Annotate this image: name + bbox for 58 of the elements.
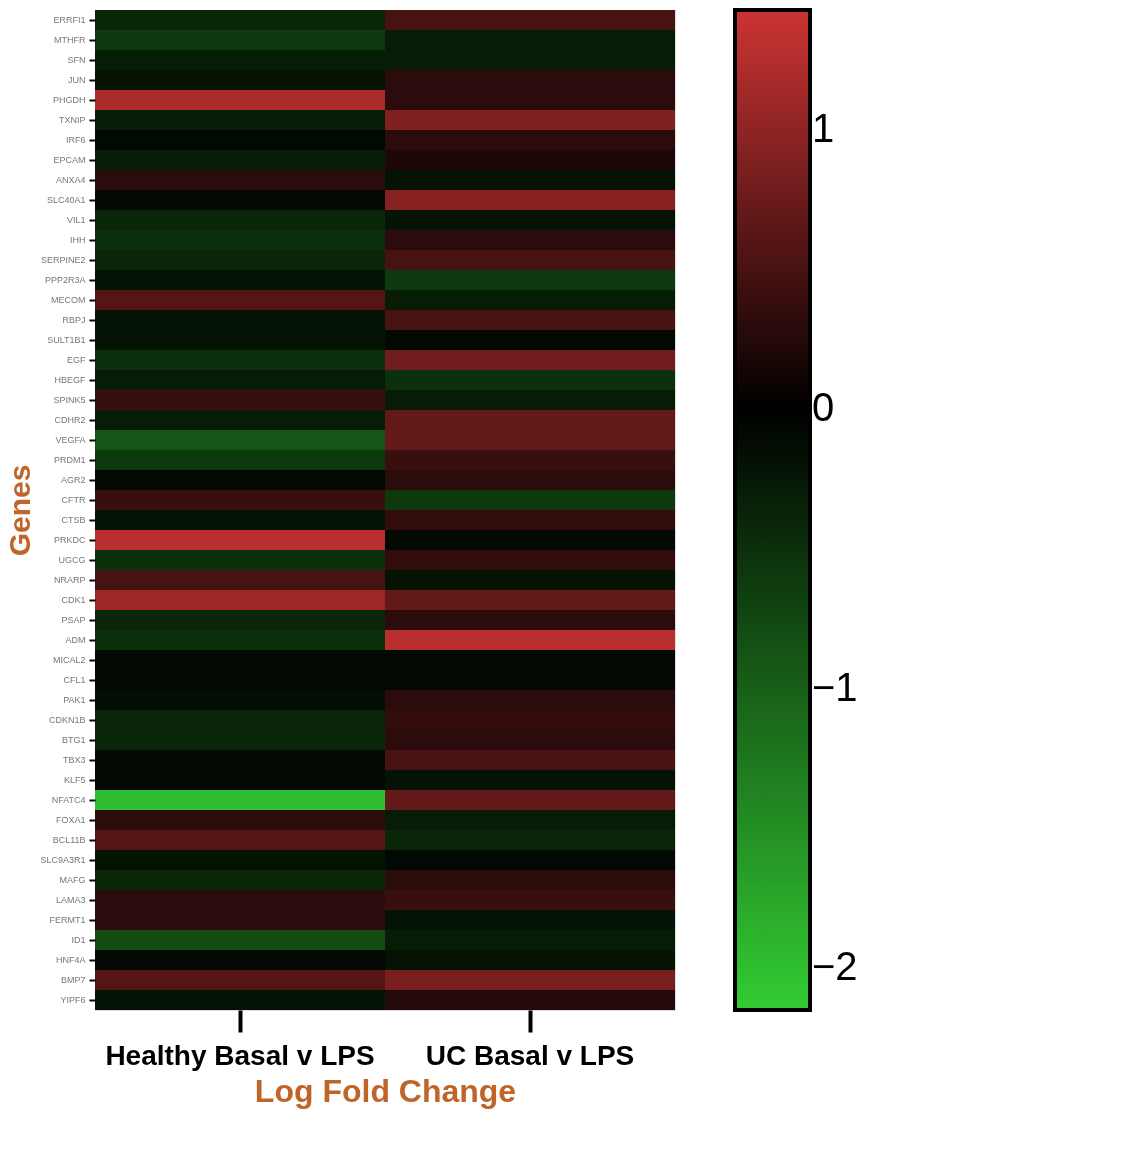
y-tick-label: MICAL2 <box>52 655 86 665</box>
y-tick-label: TBX3 <box>62 755 86 765</box>
y-tick-label: SULT1B1 <box>47 335 86 345</box>
y-tick-label: HNF4A <box>55 955 86 965</box>
y-tick-label: PPP2R3A <box>44 275 86 285</box>
y-tick-label: CDHR2 <box>54 415 86 425</box>
y-tick-label: CDKN1B <box>48 715 86 725</box>
x-tick-label: UC Basal v LPS <box>425 1039 635 1071</box>
y-tick-label: SLC40A1 <box>46 195 86 205</box>
color-bar-label: −1 <box>812 664 858 709</box>
y-tick-label: BTG1 <box>61 735 86 745</box>
y-tick-label: CFL1 <box>63 675 86 685</box>
y-tick-label: SFN <box>67 55 86 65</box>
y-tick-label: LAMA3 <box>55 895 86 905</box>
y-tick-label: FERMT1 <box>49 915 86 925</box>
color-bar-label: 0 <box>812 385 835 430</box>
y-tick-label: PSAP <box>61 615 86 625</box>
y-tick-label: ADM <box>65 635 86 645</box>
y-tick-label: HBEGF <box>54 375 86 385</box>
y-tick-label: UGCG <box>58 555 86 565</box>
y-tick-label: EGF <box>66 355 86 365</box>
y-tick-label: SLC9A3R1 <box>40 855 86 865</box>
y-tick-label: CFTR <box>61 495 86 505</box>
y-tick-label: AGR2 <box>60 475 86 485</box>
y-tick-label: KLF5 <box>63 775 86 785</box>
y-tick-label: YIPF6 <box>60 995 86 1005</box>
y-tick-label: SERPINE2 <box>40 255 86 265</box>
y-axis-title: Genes <box>3 464 37 557</box>
y-tick-label: IHH <box>70 235 86 245</box>
y-tick-label: ANXA4 <box>55 175 86 185</box>
y-tick-label: ERRFI1 <box>53 15 86 25</box>
y-tick-label: ID1 <box>71 935 86 945</box>
y-tick-label: PHGDH <box>52 95 86 105</box>
y-tick-label: EPCAM <box>53 155 86 165</box>
x-axis-title: Log Fold Change <box>254 1072 517 1109</box>
y-tick-label: IRF6 <box>65 135 86 145</box>
y-tick-label: NRARP <box>53 575 86 585</box>
y-tick-label: TXNIP <box>58 115 86 125</box>
y-tick-label: JUN <box>68 75 86 85</box>
y-tick-label: VEGFA <box>55 435 86 445</box>
y-tick-label: BMP7 <box>60 975 86 985</box>
y-tick-label: BCL11B <box>52 835 86 845</box>
y-tick-label: VIL1 <box>66 215 86 225</box>
y-tick-label: FOXA1 <box>55 815 86 825</box>
y-tick-label: SPINK5 <box>53 395 86 405</box>
y-tick-label: CDK1 <box>61 595 86 605</box>
y-tick-label: MECOM <box>51 295 86 305</box>
y-tick-label: RBPJ <box>62 315 86 325</box>
color-bar-label: −2 <box>812 944 858 989</box>
y-tick-label: NFATC4 <box>51 795 86 805</box>
y-tick-label: MTHFR <box>54 35 86 45</box>
y-tick-label: PRKDC <box>53 535 86 545</box>
y-tick-label: CTSB <box>61 515 86 525</box>
y-tick-label: PRDM1 <box>53 455 86 465</box>
color-bar-label: 1 <box>812 106 835 151</box>
x-tick-label: Healthy Basal v LPS <box>105 1039 375 1071</box>
y-tick-label: PAK1 <box>63 695 86 705</box>
y-tick-label: MAFG <box>59 875 86 885</box>
